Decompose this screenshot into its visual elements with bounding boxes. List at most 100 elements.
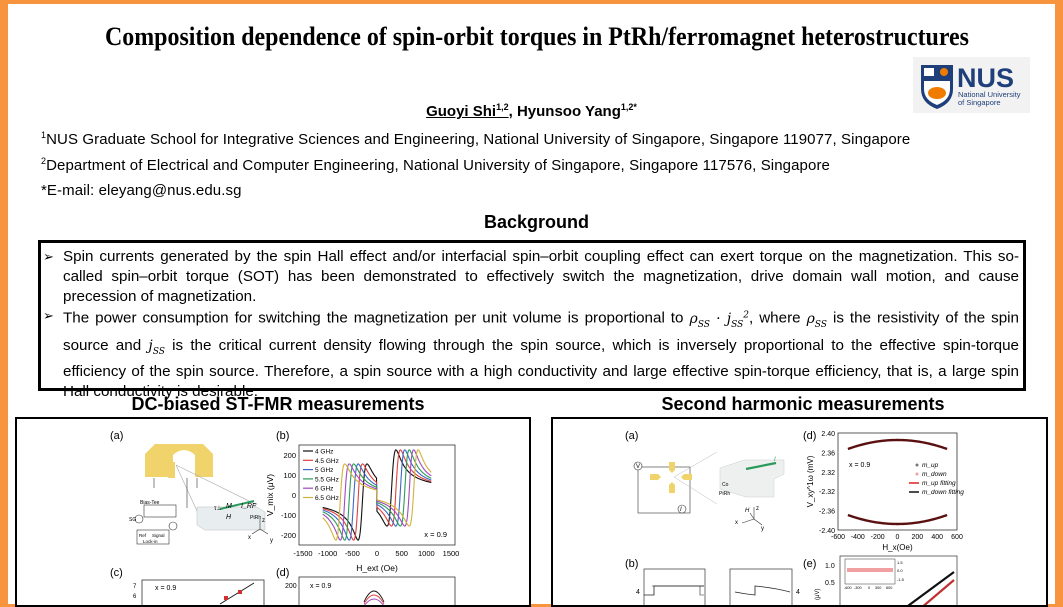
x-tick-label: 500 [395,549,408,558]
y-tick-label: 100 [283,471,296,480]
author-2: Hyunsoo Yang1,2* [516,102,637,120]
svg-text:300: 300 [875,586,881,590]
legend-swatch [915,472,919,476]
svg-text:I_RF: I_RF [241,503,257,510]
x-tick-label: 0 [375,549,379,558]
harmonic-heading: Second harmonic measurements [661,394,945,414]
x-tick-label: 600 [951,534,963,541]
stfmr-panel: (a) (b) (c) (d) Bias-Tee SG Ref Signal L… [15,417,531,607]
series-line [322,449,432,541]
harmonic-figures: (a) (d) (b) (e) V I I Co PtRh z H x y -6… [625,430,964,605]
svg-text:I: I [774,457,776,463]
svg-text:Lock-in: Lock-in [143,539,158,544]
series-line [322,449,432,541]
x-tick-label: 1000 [418,549,435,558]
y-axis-label: V_mix (μV) [265,474,275,516]
svg-text:4: 4 [636,589,640,596]
legend-swatch [915,463,919,467]
svg-text:x: x [248,535,251,541]
y-tick-label: 2.40 [821,431,835,438]
legend-label: 6.5 GHz [315,495,339,502]
harmonic-d-plot: -600 -400 -200 0 200 400 600 2.40 2.36 2.32 -2.32 -… [806,431,964,552]
svg-text:V: V [636,464,640,470]
svg-text:-1.5: -1.5 [897,577,905,582]
series-line [322,449,432,541]
y-tick-label: -2.32 [819,489,835,496]
svg-text:y: y [761,526,764,532]
svg-text:7: 7 [133,584,137,590]
fig-label-a: (a) [625,430,638,442]
fig-b-frame-right [729,568,793,605]
fig-label-e: (e) [803,558,816,570]
svg-text:200: 200 [285,583,297,590]
background-bullet-2: The power consumption for switching the … [43,306,1019,401]
background-heading: Background [483,212,589,232]
author-1: Guoyi Shi1,2 [426,102,509,120]
fig-b-frame-left [643,568,706,605]
svg-text:PtRh: PtRh [719,491,730,497]
x-tick-label: -1000 [318,549,337,558]
logo-subtext-2: of Singapore [958,98,1001,107]
svg-text:0: 0 [868,586,870,590]
stfmr-heading: DC-biased ST-FMR measurements [131,394,425,414]
svg-text:Signal: Signal [152,533,165,538]
svg-text:Co: Co [722,482,729,488]
x-tick-label: -400 [851,534,865,541]
fig-label-b: (b) [276,430,289,442]
legend-label: m_up [922,462,939,469]
email: *E-mail: eleyang@nus.edu.sg [41,182,242,199]
svg-text:z: z [756,506,759,512]
svg-text:600: 600 [886,586,892,590]
x-tick-label: 200 [911,534,923,541]
svg-text:-300: -300 [854,586,862,590]
fig-c-point [238,590,242,594]
svg-text:M: M [226,503,232,510]
svg-text:x: x [735,520,738,526]
legend-label: 4 GHz [315,449,333,456]
x-tick-label: 1500 [443,549,460,558]
y-tick-label: -100 [281,511,296,520]
series-m-up [847,438,948,451]
background-bullet-1: Spin currents generated by the spin Hall… [43,247,1019,306]
fig-c-annotation: x = 0.9 [155,585,176,592]
svg-text:-600: -600 [844,586,852,590]
y-tick-label: 200 [283,451,296,460]
svg-text:0.0: 0.0 [897,568,903,573]
x-tick-label: -1500 [293,549,312,558]
annotation: x = 0.9 [849,462,870,469]
x-tick-label: -200 [871,534,885,541]
series-line [322,449,432,541]
svg-text:z: z [262,518,265,524]
svg-text:τ⊥: τ⊥ [214,505,222,512]
plot-frame [837,432,958,531]
y-tick-label: 2.32 [821,470,835,477]
annotation: x = 0.9 [424,530,447,539]
poster-title: Composition dependence of spin-orbit tor… [105,22,969,51]
legend-label: 6 GHz [315,486,333,493]
y-tick-label: -200 [281,531,296,540]
x-axis-label: H_x(Oe) [882,543,913,552]
svg-text:0.5: 0.5 [825,580,835,587]
svg-text:PtRh: PtRh [250,515,261,521]
hall-bar-diagram: V I I Co PtRh z H x y [633,451,785,532]
nus-crest-icon: NUS National University of Singapore [921,63,1021,109]
legend-label: m_down fitting [922,489,964,496]
fig-label-c: (c) [110,567,123,579]
fig-label-b: (b) [625,558,638,570]
affiliation-2: 2Department of Electrical and Computer E… [41,156,830,174]
x-tick-label: 400 [931,534,943,541]
affiliation-1: 1NUS Graduate School for Integrative Sci… [41,130,911,148]
svg-text:1.5: 1.5 [897,560,903,565]
fig-label-d: (d) [803,430,816,442]
fig-label-d: (d) [276,567,289,579]
svg-text:H: H [745,508,750,514]
stfmr-figures: (a) (b) (c) (d) Bias-Tee SG Ref Signal L… [110,430,460,605]
svg-text:6: 6 [133,594,137,600]
svg-text:H: H [226,514,232,521]
svg-text:y: y [270,538,273,544]
logo-subtext-1: National University [958,90,1021,99]
svg-text:(μV): (μV) [815,589,821,600]
svg-text:SG: SG [129,517,136,523]
legend-label: 5.5 GHz [315,476,339,483]
svg-text:I: I [680,507,682,513]
